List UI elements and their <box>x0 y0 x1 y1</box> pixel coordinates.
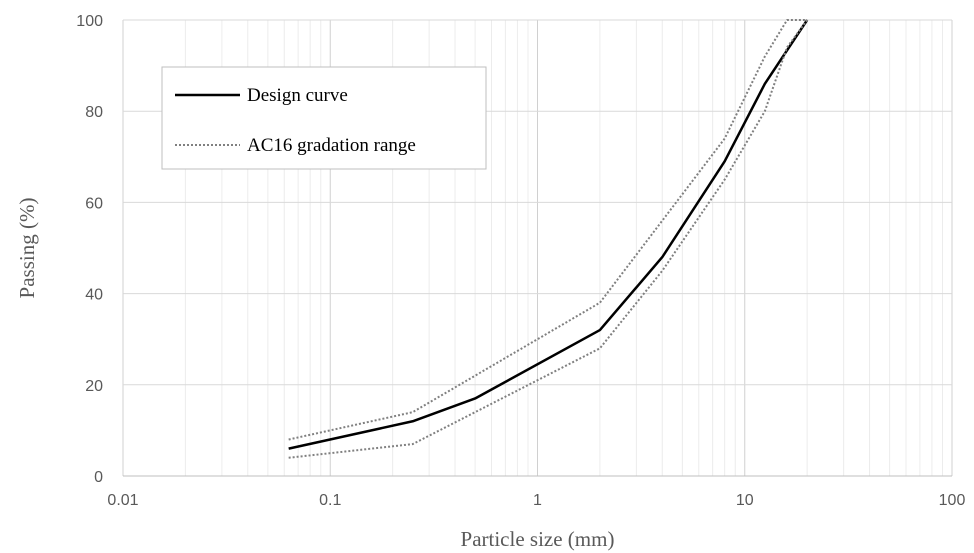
x-axis-title: Particle size (mm) <box>461 527 615 551</box>
series-line-gradation-limit <box>288 19 808 441</box>
legend-label-ac16-range: AC16 gradation range <box>247 135 416 156</box>
x-tick-label: 10 <box>736 492 754 509</box>
tick-labels: 0.01 0.1 1 10 100 0 20 40 60 80 100 <box>76 13 965 509</box>
x-tick-label: 100 <box>939 492 966 509</box>
y-tick-label: 100 <box>76 13 103 30</box>
y-axis-title: Passing (%) <box>15 198 39 299</box>
x-tick-label: 1 <box>533 492 542 509</box>
y-tick-label: 20 <box>85 378 103 395</box>
x-tick-label: 0.01 <box>107 492 138 509</box>
series-layer <box>288 19 809 459</box>
x-tick-label: 0.1 <box>319 492 341 509</box>
series-line-gradation-limit <box>288 19 808 459</box>
y-tick-label: 60 <box>85 195 103 212</box>
y-tick-label: 40 <box>85 287 103 304</box>
legend-box <box>161 66 487 170</box>
y-tick-label: 80 <box>85 104 103 121</box>
series-line-design-curve <box>288 19 809 450</box>
legend: Design curve AC16 gradation range <box>161 66 487 170</box>
legend-label-design-curve: Design curve <box>247 85 348 106</box>
y-tick-label: 0 <box>94 469 103 486</box>
